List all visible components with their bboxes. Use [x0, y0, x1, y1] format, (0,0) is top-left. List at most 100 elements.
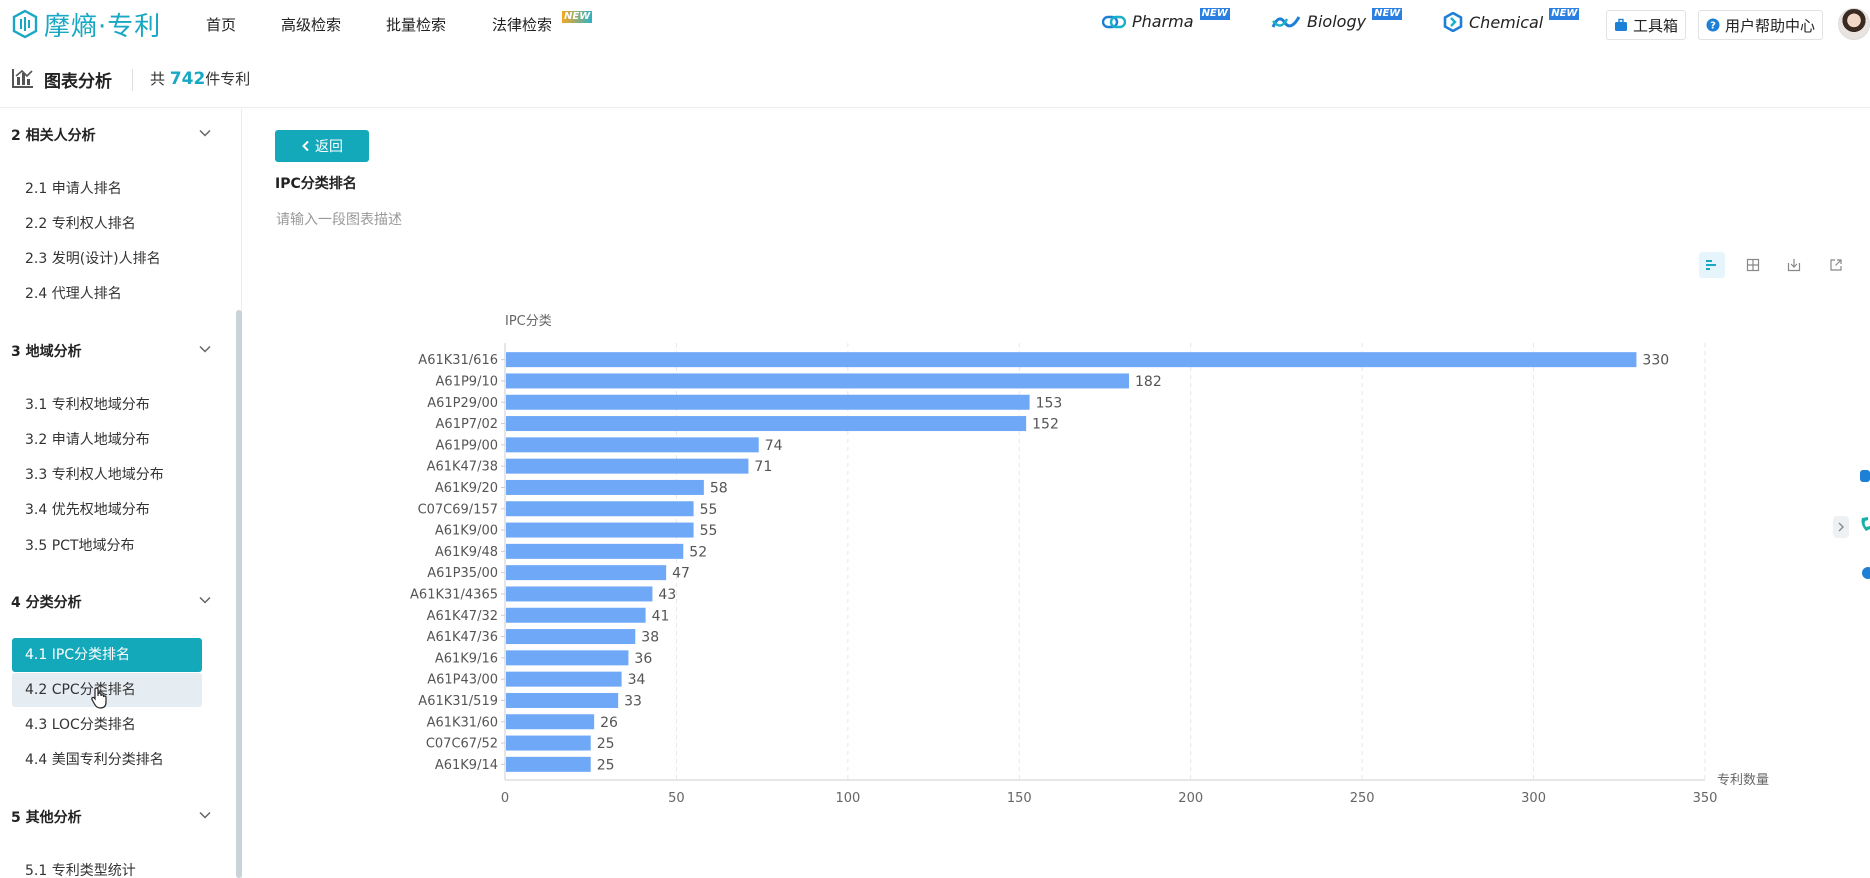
- chat-icon[interactable]: [1860, 468, 1870, 486]
- analysis-sidebar: 2 相关人分析 2.1 申请人排名 2.2 专利权人排名 2.3 发明(设计)人…: [0, 109, 242, 878]
- bar: [506, 437, 759, 453]
- chevron-down-icon[interactable]: [198, 126, 212, 140]
- toolbox-label: 工具箱: [1633, 16, 1679, 35]
- sidebar-item[interactable]: 3.5 PCT地域分布: [25, 538, 135, 554]
- data-label: 55: [700, 502, 718, 518]
- y-tick-label: A61P9/10: [436, 374, 498, 389]
- data-label: 38: [641, 630, 659, 646]
- bar: [506, 735, 591, 751]
- nav-home[interactable]: 首页: [206, 16, 237, 34]
- data-label: 74: [765, 438, 783, 454]
- sidebar-item[interactable]: 2.2 专利权人排名: [25, 216, 136, 232]
- count-suffix: 件专利: [205, 70, 251, 88]
- chevron-down-icon[interactable]: [198, 342, 212, 356]
- phone-icon[interactable]: [1860, 516, 1870, 534]
- product-pharma[interactable]: Pharma NEW: [1102, 7, 1230, 31]
- y-tick-label: A61K31/616: [418, 353, 498, 368]
- biology-icon: [1271, 15, 1301, 28]
- section-title[interactable]: 4 分类分析: [11, 595, 82, 611]
- sidebar-item[interactable]: 3.1 专利权地域分布: [25, 397, 150, 413]
- data-label: 71: [754, 459, 772, 475]
- chevron-down-icon[interactable]: [198, 593, 212, 607]
- product-chemical-label: Chemical: [1469, 12, 1544, 32]
- bar-view-button[interactable]: [1699, 252, 1725, 278]
- download-icon: [1787, 259, 1801, 272]
- y-tick-label: C07C69/157: [418, 502, 498, 517]
- y-tick-label: A61K9/14: [435, 758, 498, 773]
- sidebar-item[interactable]: 2.1 申请人排名: [25, 181, 122, 197]
- bar: [506, 629, 636, 645]
- sidebar-item[interactable]: 2.3 发明(设计)人排名: [25, 251, 161, 267]
- sidebar-item[interactable]: 4.3 LOC分类排名: [25, 717, 136, 733]
- sidebar-item-ipc-active[interactable]: 4.1 IPC分类排名: [12, 638, 202, 672]
- section-title[interactable]: 2 相关人分析: [11, 128, 96, 144]
- y-tick-label: A61K47/36: [427, 630, 498, 645]
- open-external-button[interactable]: [1823, 252, 1849, 278]
- message-icon[interactable]: [1860, 564, 1870, 582]
- download-button[interactable]: [1781, 252, 1807, 278]
- chart-description-input[interactable]: 请输入一段图表描述: [276, 212, 402, 228]
- y-tick-label: C07C67/52: [426, 737, 498, 752]
- bar: [506, 692, 619, 708]
- analysis-header: 图表分析 共 742件专利: [0, 56, 1870, 108]
- help-center-button[interactable]: ? 用户帮助中心: [1698, 10, 1824, 40]
- bar: [506, 501, 694, 517]
- back-button[interactable]: 返回: [275, 130, 369, 162]
- sidebar-scrollbar[interactable]: [236, 310, 242, 878]
- data-label: 33: [624, 693, 642, 709]
- product-biology[interactable]: Biology NEW: [1271, 7, 1403, 31]
- nav-legal-search[interactable]: 法律检索 NEW: [492, 11, 593, 35]
- x-tick-label: 300: [1521, 791, 1546, 805]
- sidebar-item-cpc-hover[interactable]: 4.2 CPC分类排名: [12, 673, 202, 707]
- toolbox-icon: [1615, 18, 1627, 31]
- chevron-left-icon: [302, 140, 309, 152]
- y-tick-label: A61K31/519: [418, 694, 498, 709]
- nav-advanced-search[interactable]: 高级检索: [281, 16, 342, 34]
- new-badge: NEW: [1549, 8, 1580, 20]
- chevron-down-icon[interactable]: [198, 808, 212, 822]
- y-tick-label: A61K9/00: [435, 524, 498, 539]
- table-view-button[interactable]: [1740, 252, 1766, 278]
- x-tick-label: 50: [668, 791, 685, 805]
- patent-count: 共 742件专利: [150, 68, 250, 89]
- section-title[interactable]: 3 地域分析: [11, 344, 82, 360]
- nav-batch-search[interactable]: 批量检索: [386, 16, 447, 34]
- data-label: 58: [710, 480, 728, 496]
- data-label: 36: [634, 651, 652, 667]
- bar: [506, 586, 653, 602]
- user-avatar[interactable]: [1838, 8, 1870, 40]
- bar: [506, 756, 591, 772]
- help-icon: ?: [1706, 18, 1720, 32]
- product-biology-label: Biology: [1307, 12, 1367, 31]
- bar: [506, 373, 1129, 389]
- sidebar-item[interactable]: 2.4 代理人排名: [25, 286, 122, 302]
- y-tick-label: A61P29/00: [427, 396, 498, 411]
- section-title[interactable]: 5 其他分析: [11, 810, 82, 826]
- chevron-right-icon: [1838, 522, 1844, 532]
- sidebar-item[interactable]: 5.1 专利类型统计: [25, 863, 136, 878]
- logo[interactable]: 摩熵·专利: [10, 7, 162, 42]
- new-badge: NEW: [1199, 7, 1230, 20]
- data-label: 52: [689, 544, 707, 560]
- logo-text: 摩熵·专利: [44, 11, 162, 42]
- bar: [506, 352, 1637, 368]
- x-tick-label: 150: [1007, 791, 1032, 805]
- product-chemical[interactable]: Chemical NEW: [1443, 8, 1580, 32]
- sidebar-item[interactable]: 3.4 优先权地域分布: [25, 502, 150, 518]
- new-badge: NEW: [1372, 7, 1403, 20]
- new-badge: NEW: [562, 11, 593, 23]
- chart-analysis-icon: [12, 69, 33, 88]
- toolbox-button[interactable]: 工具箱: [1606, 10, 1687, 40]
- bar: [506, 671, 622, 687]
- y-tick-label: A61P35/00: [427, 566, 498, 581]
- sidebar-item[interactable]: 4.4 美国专利分类排名: [25, 752, 164, 768]
- x-tick-label: 100: [835, 791, 860, 805]
- sidebar-item[interactable]: 3.2 申请人地域分布: [25, 432, 150, 448]
- y-tick-label: A61P43/00: [427, 673, 498, 688]
- y-tick-label: A61K31/4365: [410, 587, 498, 602]
- sidebar-item[interactable]: 3.3 专利权人地域分布: [25, 467, 164, 483]
- data-label: 43: [658, 587, 676, 603]
- x-tick-label: 350: [1693, 791, 1718, 805]
- panel-toggle-button[interactable]: [1833, 516, 1849, 538]
